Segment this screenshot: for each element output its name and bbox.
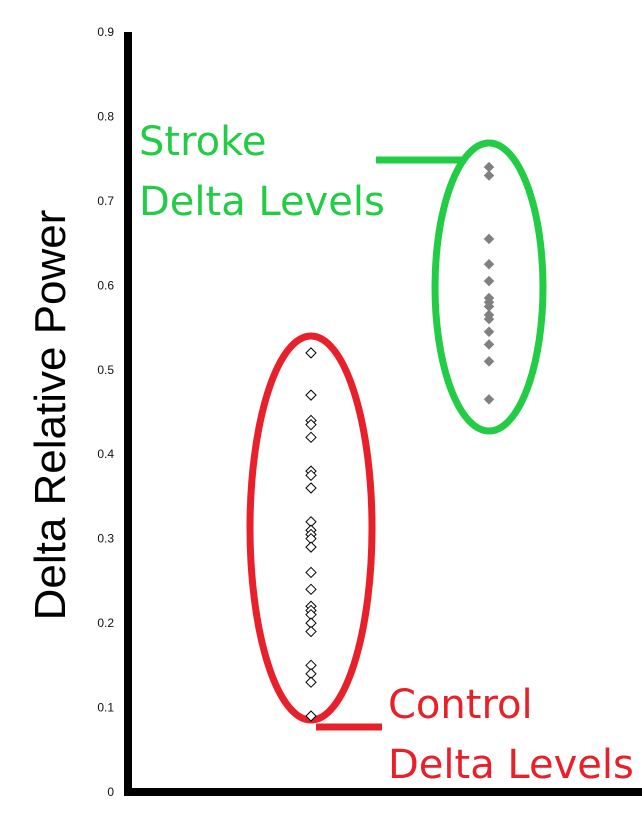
axes <box>124 32 642 796</box>
control-point <box>305 583 317 596</box>
control-annotation: Control Delta Levels <box>388 682 634 788</box>
data-points <box>305 161 495 722</box>
highlight-ellipses <box>246 139 547 724</box>
y-axis-label: Delta Relative Power <box>26 210 75 621</box>
y-tick-label: 0.5 <box>97 363 114 377</box>
stroke-annotation-line-2: Delta Levels <box>139 179 385 225</box>
control-point <box>305 482 317 494</box>
y-tick-label: 0.6 <box>97 278 114 292</box>
control-point <box>305 431 317 444</box>
control-point <box>305 566 317 579</box>
y-tick-label: 0.8 <box>97 109 114 123</box>
control-point <box>305 676 317 688</box>
control-annotation-line-2: Delta Levels <box>388 742 634 788</box>
y-tick-label: 0.7 <box>97 194 114 208</box>
stroke-ellipse <box>431 139 547 435</box>
stroke-point <box>483 170 495 181</box>
control-point <box>305 347 317 359</box>
stroke-annotation-line-1: Stroke <box>139 119 266 165</box>
y-tick-label: 0.1 <box>97 701 114 715</box>
control-point <box>305 541 317 553</box>
stroke-annotation: Stroke Delta Levels <box>139 119 385 225</box>
stroke-point <box>483 313 495 325</box>
control-annotation-line-1: Control <box>388 682 533 728</box>
control-point <box>305 625 317 638</box>
stroke-point <box>483 326 495 338</box>
y-tick-label: 0.4 <box>97 447 114 461</box>
y-tick-label: 0.9 <box>97 25 114 39</box>
stroke-point <box>483 258 495 270</box>
y-tick-label: 0 <box>107 785 114 799</box>
control-point <box>305 710 317 722</box>
y-tick-label: 0.2 <box>97 616 114 630</box>
control-point <box>305 418 317 431</box>
y-tick-label: 0.3 <box>97 532 114 546</box>
stroke-point <box>483 233 495 245</box>
annotation-connectors <box>316 156 462 731</box>
stroke-point <box>483 355 495 367</box>
stroke-point <box>483 339 495 350</box>
control-point <box>305 389 317 401</box>
stroke-point <box>483 393 495 405</box>
y-tick-labels: 0 0.1 0.2 0.3 0.4 0.5 0.6 0.7 0.8 0.9 <box>97 25 114 799</box>
control-point <box>305 469 317 482</box>
stroke-point <box>483 275 495 287</box>
